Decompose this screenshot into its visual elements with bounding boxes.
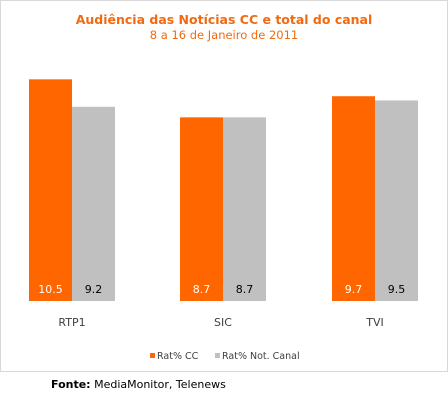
bar-chart: Audiência das Notícias CC e total do can… xyxy=(29,12,418,362)
category-label-rtp1: RTP1 xyxy=(58,316,85,329)
data-label-sic-series-1: 8.7 xyxy=(193,283,211,296)
bar-rtp1-series-2 xyxy=(72,106,115,302)
data-label-tvi-series-1: 9.7 xyxy=(345,283,363,296)
legend-swatch-series-1 xyxy=(150,353,155,358)
data-label-sic-series-2: 8.7 xyxy=(236,283,254,296)
source-text: MediaMonitor, Telenews xyxy=(94,378,226,391)
bar-rtp1-series-1 xyxy=(29,79,72,301)
chart-subtitle: 8 a 16 de Janeiro de 2011 xyxy=(150,28,298,42)
category-label-sic: SIC xyxy=(214,316,232,329)
data-label-rtp1-series-1: 10.5 xyxy=(38,283,63,296)
category-label-tvi: TVI xyxy=(365,316,384,329)
data-label-tvi-series-2: 9.5 xyxy=(388,283,406,296)
source-label: Fonte: xyxy=(51,378,91,391)
bar-sic-series-2 xyxy=(223,117,266,301)
chart-title: Audiência das Notícias CC e total do can… xyxy=(76,12,373,27)
chart-frame: Audiência das Notícias CC e total do can… xyxy=(0,0,448,372)
bar-tvi-series-1 xyxy=(332,96,375,301)
bar-sic-series-1 xyxy=(180,117,223,301)
bars-layer: 10.5 9.2 RTP1 8.7 8.7 SIC 9.7 9.5 TVI xyxy=(29,79,418,329)
legend-label-series-2: Rat% Not. Canal xyxy=(222,351,300,362)
source-note: Fonte: MediaMonitor, Telenews xyxy=(51,378,226,391)
data-label-rtp1-series-2: 9.2 xyxy=(85,283,103,296)
legend-label-series-1: Rat% CC xyxy=(157,351,199,362)
legend: Rat% CC Rat% Not. Canal xyxy=(150,351,300,362)
legend-swatch-series-2 xyxy=(215,353,220,358)
bar-tvi-series-2 xyxy=(375,100,418,301)
